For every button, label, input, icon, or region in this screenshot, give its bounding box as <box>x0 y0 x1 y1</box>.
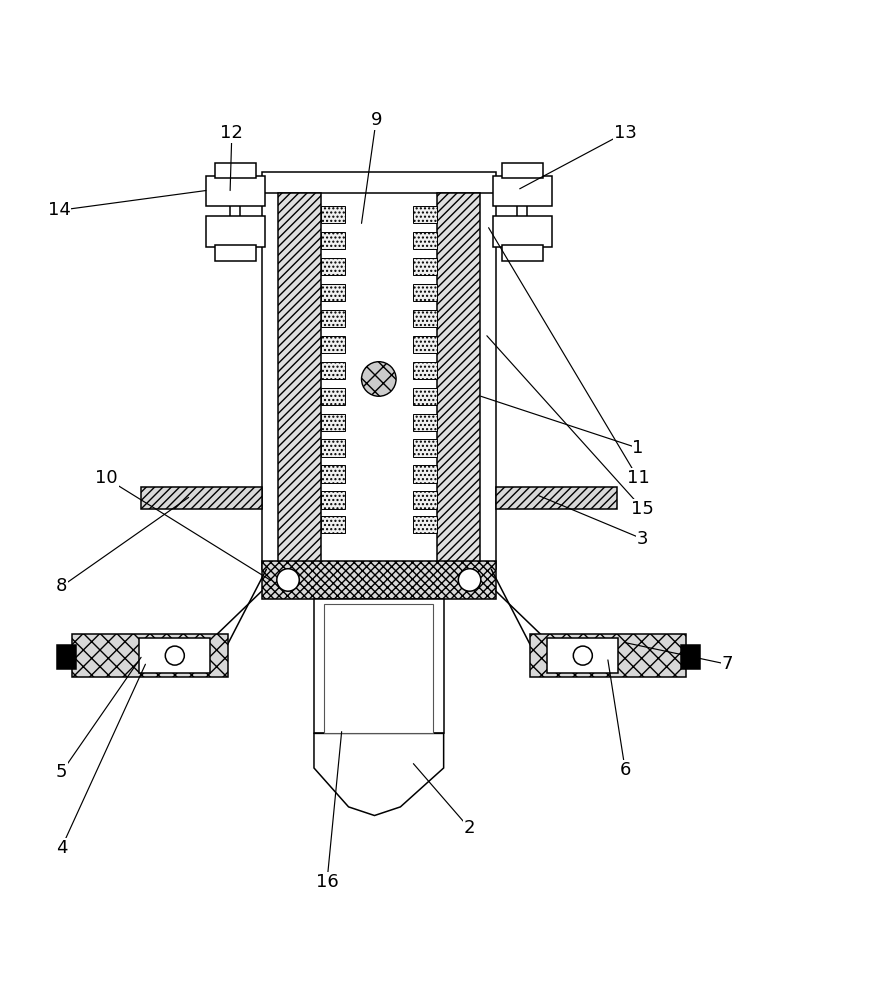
Bar <box>493 176 551 206</box>
Bar <box>321 362 345 379</box>
Bar <box>57 645 76 669</box>
Circle shape <box>573 646 592 665</box>
Bar <box>321 516 345 533</box>
Polygon shape <box>314 733 443 816</box>
Bar <box>324 604 433 733</box>
Bar <box>412 310 436 327</box>
Bar <box>321 439 345 457</box>
Bar <box>321 232 345 249</box>
Text: 13: 13 <box>613 124 636 142</box>
Bar <box>529 634 685 677</box>
Bar <box>321 465 345 483</box>
Bar <box>412 439 436 457</box>
Bar <box>141 487 262 509</box>
Circle shape <box>276 569 299 591</box>
Bar <box>262 180 495 569</box>
Bar <box>412 232 436 249</box>
Text: 11: 11 <box>626 469 649 487</box>
Text: 15: 15 <box>630 500 653 518</box>
Bar <box>321 336 345 353</box>
Bar <box>277 193 321 569</box>
Bar <box>215 163 255 178</box>
Bar <box>321 284 345 301</box>
Bar <box>321 310 345 327</box>
Bar <box>547 638 618 673</box>
Bar <box>493 216 551 247</box>
Text: 7: 7 <box>720 655 732 673</box>
Text: 6: 6 <box>619 761 630 779</box>
Bar <box>72 634 228 677</box>
Bar <box>495 487 616 509</box>
Text: 14: 14 <box>48 201 70 219</box>
Bar <box>412 388 436 405</box>
Bar <box>412 414 436 431</box>
Bar <box>412 258 436 275</box>
Bar <box>412 491 436 509</box>
Bar <box>412 206 436 223</box>
Bar <box>436 193 480 569</box>
Bar <box>501 163 542 178</box>
Text: 8: 8 <box>56 577 67 595</box>
Bar <box>139 638 210 673</box>
Text: 3: 3 <box>636 530 647 548</box>
Bar <box>314 599 443 733</box>
Bar <box>206 216 264 247</box>
Bar <box>412 362 436 379</box>
Bar <box>262 172 495 193</box>
Text: 5: 5 <box>56 763 67 781</box>
Circle shape <box>362 362 395 396</box>
Bar <box>321 414 345 431</box>
Bar <box>412 284 436 301</box>
Bar <box>680 645 700 669</box>
Bar <box>321 388 345 405</box>
Bar <box>501 245 542 261</box>
Bar <box>262 561 495 599</box>
Text: 16: 16 <box>315 873 338 891</box>
Text: 10: 10 <box>95 469 117 487</box>
Bar <box>321 206 345 223</box>
Text: 1: 1 <box>632 439 643 457</box>
Bar <box>215 245 255 261</box>
Text: 12: 12 <box>220 124 243 142</box>
Bar <box>321 491 345 509</box>
Bar <box>321 258 345 275</box>
Bar <box>412 516 436 533</box>
Bar <box>206 176 264 206</box>
Text: 9: 9 <box>370 111 381 129</box>
Text: 4: 4 <box>56 839 67 857</box>
Circle shape <box>165 646 184 665</box>
Text: 2: 2 <box>463 819 474 837</box>
Circle shape <box>458 569 481 591</box>
Bar <box>412 465 436 483</box>
Bar <box>412 336 436 353</box>
